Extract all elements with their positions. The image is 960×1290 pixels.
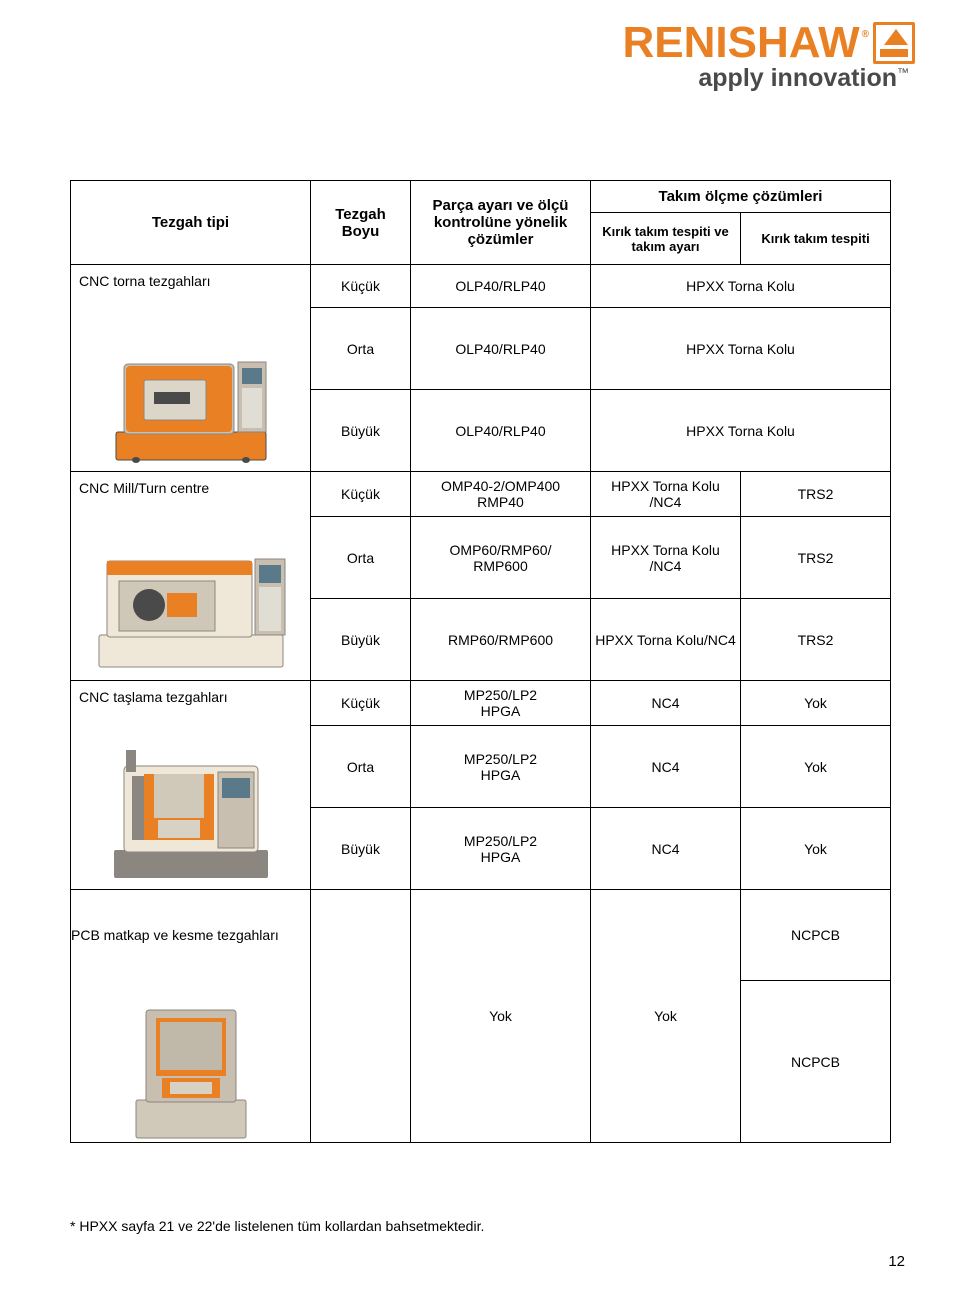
sol-cell: MP250/LP2HPGA	[411, 681, 590, 725]
hdr-type: Tezgah tipi	[71, 208, 310, 237]
t1-cell: NC4	[591, 682, 740, 724]
hdr-takim-group: Takım ölçme çözümleri	[591, 182, 890, 211]
brand-icon	[873, 22, 915, 64]
group-label: CNC torna tezgahları	[79, 273, 211, 289]
takim-cell: HPXX Torna Kolu	[591, 265, 890, 307]
sol-cell: OMP60/RMP60/RMP600	[411, 536, 590, 580]
size-cell: Küçük	[311, 473, 410, 515]
size-cell: Orta	[311, 746, 410, 788]
t1-cell: HPXX Torna Kolu/NC4	[591, 619, 740, 661]
sol-cell: OMP40-2/OMP400RMP40	[411, 472, 590, 516]
t2-cell: TRS2	[741, 473, 890, 515]
t2-cell: Yok	[741, 746, 890, 788]
t1-cell: NC4	[591, 746, 740, 788]
tagline-text: apply innovation	[698, 64, 897, 92]
sol-cell: OLP40/RLP40	[411, 265, 590, 307]
size-cell: Küçük	[311, 682, 410, 724]
machine-image	[91, 543, 291, 676]
size-cell: Orta	[311, 328, 410, 370]
size-cell: Küçük	[311, 265, 410, 307]
size-cell: Orta	[311, 537, 410, 579]
footnote: * HPXX sayfa 21 ve 22'de listelenen tüm …	[70, 1218, 484, 1234]
machine-image	[106, 344, 276, 467]
sol-cell: RMP60/RMP600	[411, 619, 590, 661]
brand-name: RENISHAW ®	[623, 18, 916, 68]
brand-logo: RENISHAW ® apply innovation™	[623, 18, 916, 93]
size-cell: Büyük	[311, 410, 410, 452]
sol-cell: Yok	[411, 995, 590, 1037]
t2-cell-top: NCPCB	[741, 890, 890, 980]
group-label: PCB matkap ve kesme tezgahları	[71, 927, 310, 943]
sol-cell: MP250/LP2HPGA	[411, 827, 590, 871]
sol-cell: MP250/LP2HPGA	[411, 745, 590, 789]
t2-cell: TRS2	[741, 619, 890, 661]
t1-cell: HPXX Torna Kolu /NC4	[591, 536, 740, 580]
brand-text: RENISHAW	[623, 18, 860, 68]
machine-image	[96, 732, 286, 885]
hdr-t1: Kırık takım tespiti ve takım ayarı	[591, 218, 740, 260]
t2-cell: Yok	[741, 682, 890, 724]
t1-cell: NC4	[591, 828, 740, 870]
t1-cell: HPXX Torna Kolu /NC4	[591, 472, 740, 516]
sol-cell: OLP40/RLP40	[411, 410, 590, 452]
sol-cell: OLP40/RLP40	[411, 328, 590, 370]
hdr-solutions: Parça ayarı ve ölçü kontrolüne yönelik ç…	[411, 191, 590, 254]
t2-cell: Yok	[741, 828, 890, 870]
t2-cell-bottom: NCPCB	[741, 1017, 890, 1107]
t1-cell: Yok	[591, 995, 740, 1037]
takim-cell: HPXX Torna Kolu	[591, 328, 890, 370]
t2-cell: TRS2	[741, 537, 890, 579]
trademark: ™	[897, 66, 909, 80]
size-cell	[311, 995, 410, 1037]
brand-tagline: apply innovation™	[623, 64, 910, 93]
machine-image	[71, 992, 310, 1142]
group-label: CNC Mill/Turn centre	[79, 480, 209, 496]
size-cell: Büyük	[311, 828, 410, 870]
takim-cell: HPXX Torna Kolu	[591, 410, 890, 452]
page-number: 12	[888, 1253, 905, 1270]
size-cell: Büyük	[311, 619, 410, 661]
registered-mark: ®	[862, 29, 869, 40]
hdr-size: Tezgah Boyu	[311, 200, 410, 246]
hdr-t2: Kırık takım tespiti	[741, 225, 890, 252]
solutions-table: Tezgah tipi Tezgah Boyu Parça ayarı ve ö…	[70, 180, 891, 1143]
group-label: CNC taşlama tezgahları	[79, 689, 228, 705]
